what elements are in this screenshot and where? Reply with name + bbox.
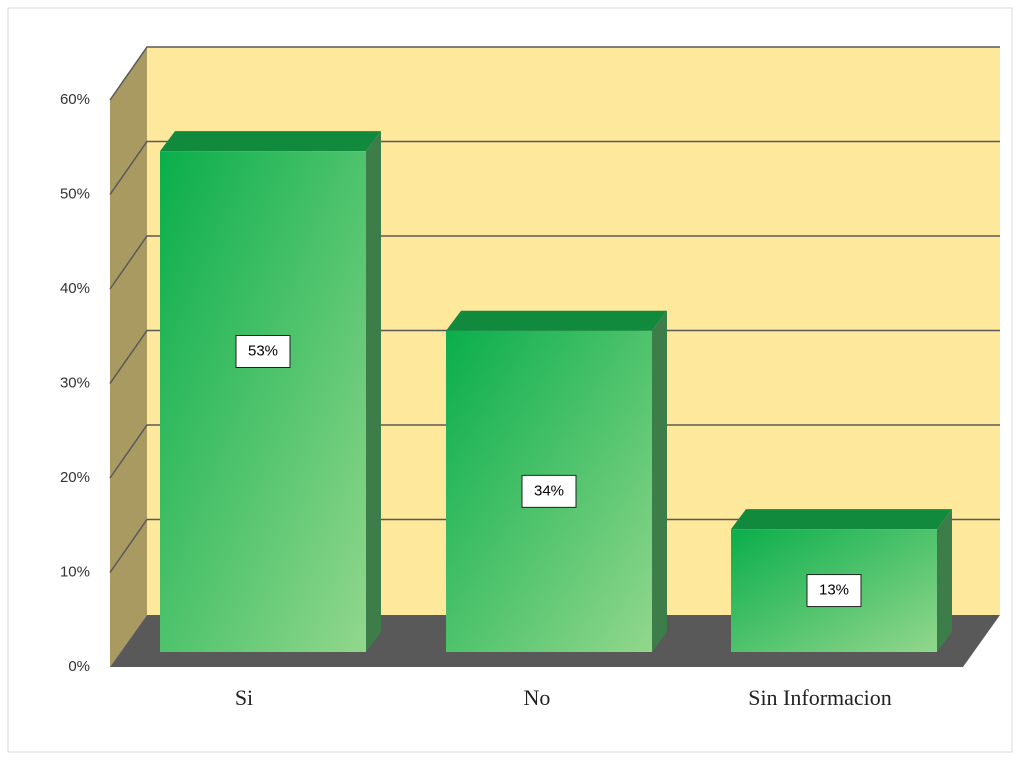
- x-tick-label: No: [524, 685, 551, 710]
- value-label: 34%: [534, 482, 564, 499]
- value-label: 53%: [248, 342, 278, 359]
- value-label-box: [806, 574, 862, 608]
- bar-side: [652, 310, 667, 652]
- x-tick-label: Sin Informacion: [748, 685, 892, 710]
- value-label: 13%: [819, 582, 849, 599]
- y-tick-label: 60%: [60, 91, 90, 108]
- bar-top: [446, 310, 667, 331]
- x-tick-label: Si: [235, 685, 253, 710]
- y-tick-label: 50%: [60, 185, 90, 202]
- bar: [160, 151, 366, 652]
- bar-top: [731, 509, 952, 530]
- bar-top: [160, 131, 381, 152]
- y-tick-label: 30%: [60, 374, 90, 391]
- y-tick-label: 0%: [68, 658, 90, 675]
- y-tick-label: 20%: [60, 469, 90, 486]
- value-label-box: [521, 474, 577, 508]
- grid-line: [109, 518, 1000, 573]
- y-tick-label: 40%: [60, 280, 90, 297]
- bar-side: [937, 509, 952, 652]
- grid-line: [109, 46, 1000, 101]
- grid-line: [109, 424, 1000, 479]
- grid-line: [109, 329, 1000, 384]
- grid-line: [109, 235, 1000, 290]
- grid-line: [109, 140, 1000, 195]
- value-label-box: [235, 334, 291, 368]
- y-tick-label: 10%: [60, 563, 90, 580]
- bar-side: [366, 131, 381, 652]
